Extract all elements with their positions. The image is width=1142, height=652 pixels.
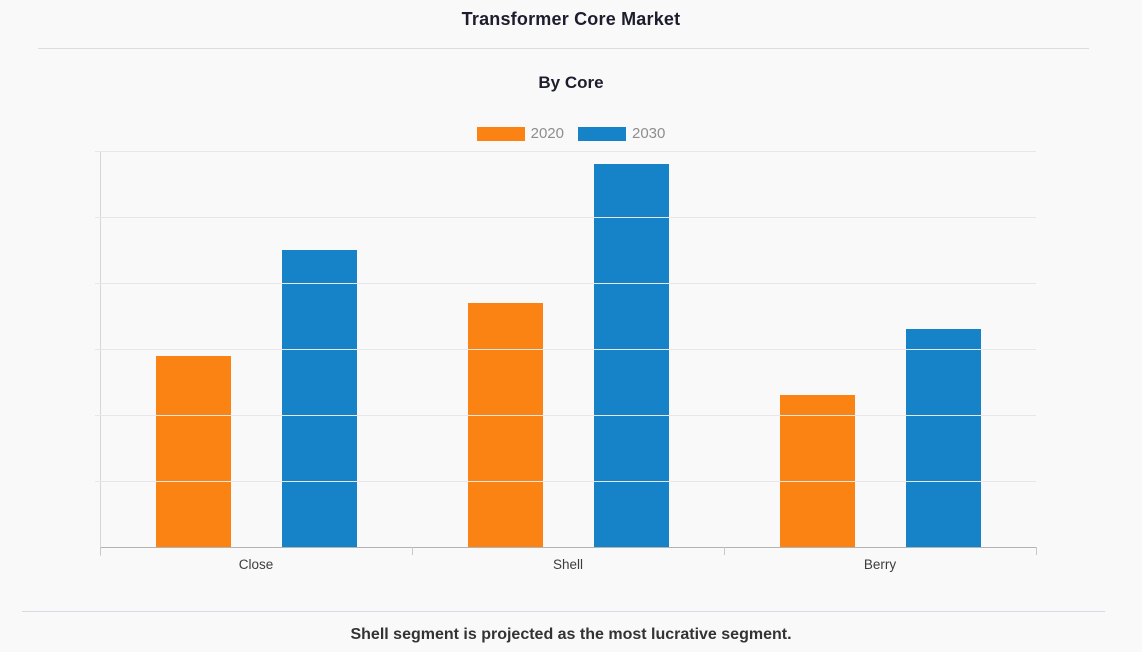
x-label-close: Close [238,557,274,572]
bar-berry-2020[interactable] [779,395,855,547]
chart-subtitle: By Core [538,73,604,92]
x-axis-tick [411,547,413,555]
legend-item-2020[interactable]: 2020 [476,125,564,142]
category-cell-shell [412,151,724,547]
x-axis-labels: Close Shell Berry [100,557,1036,572]
legend-label-2020: 2020 [530,125,564,142]
bottom-divider [22,611,1105,612]
x-axis-tick [723,547,725,555]
chart-caption: Shell segment is projected as the most l… [350,626,792,643]
bar-shell-2020[interactable] [467,302,543,547]
bar-close-2030[interactable] [281,250,357,547]
gridline [95,481,1036,482]
category-cell-close [100,151,412,547]
x-label-berry: Berry [863,557,897,572]
gridline [95,282,1036,284]
gridline [95,414,1036,416]
gridline [95,349,1036,350]
category-cell-berry [724,151,1036,547]
legend-swatch-2020 [476,126,525,141]
bar-shell-2030[interactable] [593,164,669,547]
gridline [95,216,1036,218]
page-title: Transformer Core Market [461,9,681,29]
x-label-shell: Shell [552,557,584,572]
bars-row [100,151,1036,547]
legend-item-2030[interactable]: 2030 [578,125,665,142]
legend-label-2030: 2030 [632,125,666,142]
plot-area [95,151,1037,556]
bar-berry-2030[interactable] [905,329,981,547]
gridline [95,151,1036,152]
chart-legend: 2020 2030 [0,125,1142,142]
y-axis-line [100,151,101,556]
x-axis-tick [1036,547,1037,555]
bar-close-2020[interactable] [155,355,231,547]
x-axis-tick [100,547,101,555]
legend-swatch-2030 [578,126,626,141]
top-divider [38,48,1089,49]
